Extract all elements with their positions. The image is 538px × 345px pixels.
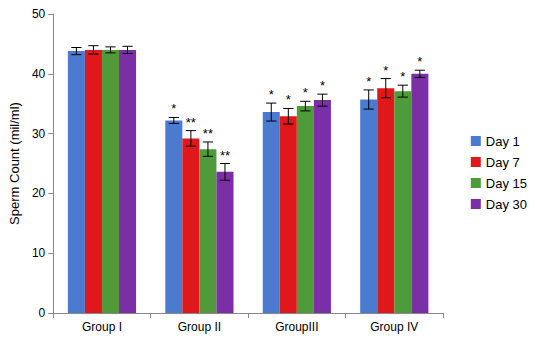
svg-text:Group IV: Group IV — [370, 320, 418, 334]
svg-text:*: * — [171, 101, 176, 116]
svg-text:Day 30: Day 30 — [486, 197, 527, 212]
svg-text:*: * — [417, 54, 422, 69]
svg-text:30: 30 — [32, 127, 46, 141]
svg-text:*: * — [366, 74, 371, 89]
svg-text:*: * — [303, 85, 308, 100]
svg-text:Day 1: Day 1 — [486, 134, 520, 149]
svg-text:GroupIII: GroupIII — [275, 320, 318, 334]
svg-text:10: 10 — [32, 246, 46, 260]
svg-text:Group II: Group II — [178, 320, 221, 334]
svg-text:Day 7: Day 7 — [486, 155, 520, 170]
svg-text:Sperm Count (mil/ml): Sperm Count (mil/ml) — [7, 102, 22, 225]
svg-text:0: 0 — [39, 306, 46, 320]
svg-text:*: * — [269, 87, 274, 102]
svg-text:*: * — [286, 92, 291, 107]
svg-text:Group I: Group I — [82, 320, 122, 334]
svg-text:40: 40 — [32, 67, 46, 81]
svg-text:20: 20 — [32, 186, 46, 200]
svg-text:*: * — [383, 63, 388, 78]
svg-text:*: * — [320, 78, 325, 93]
svg-text:*: * — [400, 69, 405, 84]
svg-text:**: ** — [186, 115, 196, 130]
svg-text:50: 50 — [32, 7, 46, 21]
svg-text:Day 15: Day 15 — [486, 176, 527, 191]
svg-text:**: ** — [220, 148, 230, 163]
svg-text:**: ** — [203, 126, 213, 141]
